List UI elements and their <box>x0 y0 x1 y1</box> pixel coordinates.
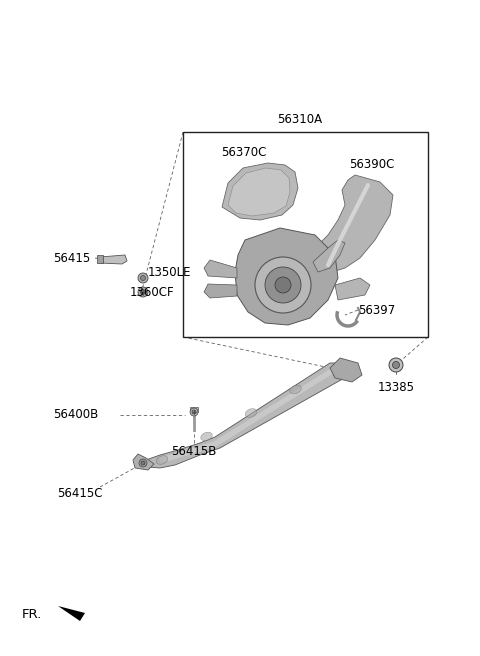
Text: 1350LE: 1350LE <box>148 266 192 279</box>
Polygon shape <box>204 284 237 298</box>
Text: 56390C: 56390C <box>349 158 395 171</box>
Polygon shape <box>312 175 393 272</box>
Circle shape <box>141 276 145 281</box>
Polygon shape <box>146 363 355 468</box>
Text: 56415: 56415 <box>53 251 90 264</box>
Ellipse shape <box>245 409 257 417</box>
Polygon shape <box>58 606 85 621</box>
Circle shape <box>141 289 145 295</box>
Polygon shape <box>313 240 345 272</box>
Text: 56415C: 56415C <box>57 487 103 500</box>
Polygon shape <box>228 168 290 216</box>
Circle shape <box>190 408 198 416</box>
Text: 56397: 56397 <box>358 304 395 316</box>
Polygon shape <box>133 454 154 470</box>
Polygon shape <box>235 228 338 325</box>
Ellipse shape <box>290 385 301 394</box>
Text: 56400B: 56400B <box>53 409 98 422</box>
Polygon shape <box>204 260 237 278</box>
Circle shape <box>265 267 301 303</box>
Text: 56415B: 56415B <box>171 445 216 458</box>
Polygon shape <box>330 358 362 382</box>
Text: FR.: FR. <box>22 607 42 621</box>
Circle shape <box>393 361 399 369</box>
Circle shape <box>389 358 403 372</box>
Circle shape <box>138 273 148 283</box>
Ellipse shape <box>201 432 212 441</box>
Circle shape <box>192 410 196 414</box>
Text: 56310A: 56310A <box>277 113 323 126</box>
Ellipse shape <box>334 361 346 371</box>
Polygon shape <box>222 163 298 220</box>
Text: 1360CF: 1360CF <box>130 285 175 298</box>
Bar <box>190 407 198 412</box>
Circle shape <box>255 257 311 313</box>
Bar <box>183 132 428 337</box>
Polygon shape <box>100 255 127 264</box>
Circle shape <box>139 459 147 467</box>
Polygon shape <box>335 278 370 300</box>
Text: 13385: 13385 <box>377 381 415 394</box>
Circle shape <box>138 287 148 297</box>
Circle shape <box>275 277 291 293</box>
Text: 56370C: 56370C <box>221 146 266 159</box>
Bar <box>97 255 103 263</box>
Ellipse shape <box>156 456 168 464</box>
Circle shape <box>141 461 145 465</box>
